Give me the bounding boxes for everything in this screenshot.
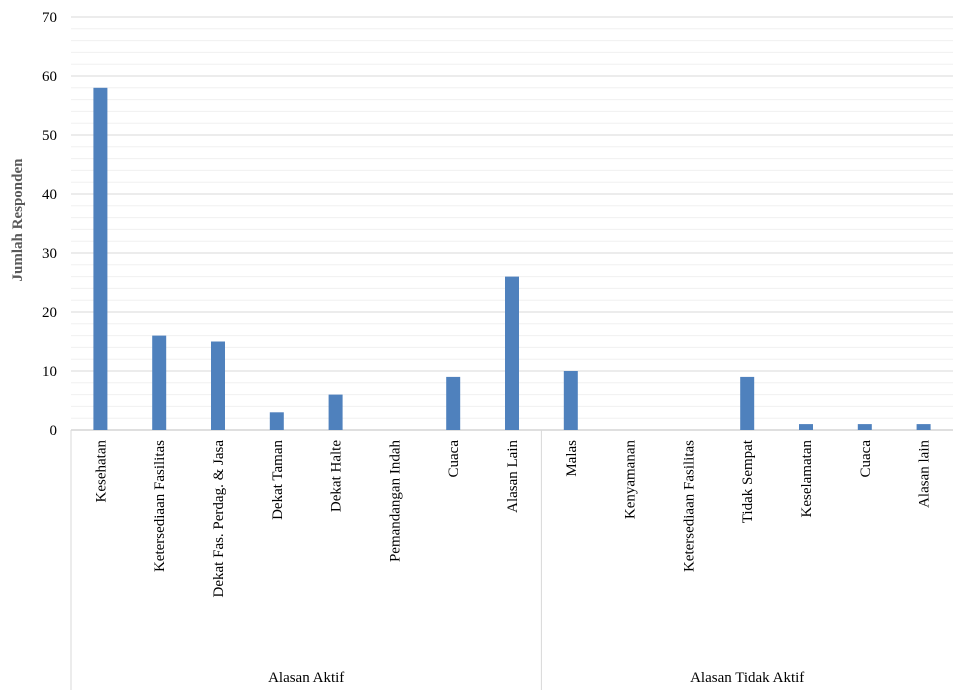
bar xyxy=(446,376,461,430)
bar xyxy=(505,276,519,430)
x-category-label: Dekat Halte xyxy=(329,440,345,512)
y-tick-label: 10 xyxy=(42,364,57,380)
bar xyxy=(857,424,872,430)
y-tick-label: 20 xyxy=(42,305,57,321)
labels: 0 10 20 30 40 50 60 70 Kesehatan Ketersediaan Fas… xyxy=(42,10,933,686)
x-category-label: Tidak Sempat xyxy=(740,439,756,523)
x-category-label: Cuaca xyxy=(446,440,462,478)
group-label: Alasan Aktif xyxy=(268,670,344,686)
group-label: Alasan Tidak Aktif xyxy=(690,670,804,686)
x-category-label: Dekat Taman xyxy=(270,440,286,520)
bars xyxy=(93,87,931,431)
bar xyxy=(269,412,284,430)
bar xyxy=(799,424,813,430)
x-category-label: Alasan Lain xyxy=(505,440,521,513)
y-tick-label: 60 xyxy=(42,69,57,85)
x-category-label: Ketersediaan Fasilitas xyxy=(152,440,168,572)
x-category-label: Cuaca xyxy=(858,440,874,478)
x-category-label: Pemandangan Indah xyxy=(387,440,403,563)
bar xyxy=(93,87,108,431)
y-tick-label: 30 xyxy=(42,246,57,262)
y-tick-label: 50 xyxy=(42,128,57,144)
y-tick-label: 40 xyxy=(42,187,57,203)
y-tick-label: 0 xyxy=(50,423,58,439)
bar xyxy=(740,376,755,430)
bar xyxy=(328,394,343,430)
x-category-label: Alasan lain xyxy=(917,440,933,508)
x-category-label: Keselamatan xyxy=(799,440,815,518)
y-axis-title: Jumlah Responden xyxy=(10,158,26,282)
bar xyxy=(152,335,167,430)
x-category-label: Kesehatan xyxy=(93,440,109,503)
bar xyxy=(563,371,578,430)
x-category-label: Kenyamanan xyxy=(623,440,639,520)
x-category-label: Ketersediaan Fasilitas xyxy=(681,440,697,572)
bar xyxy=(916,424,931,430)
x-category-label: Dekat Fas. Perdag. & Jasa xyxy=(211,440,227,598)
bar xyxy=(211,341,225,430)
x-category-label: Malas xyxy=(564,440,580,477)
y-tick-label: 70 xyxy=(42,10,57,26)
